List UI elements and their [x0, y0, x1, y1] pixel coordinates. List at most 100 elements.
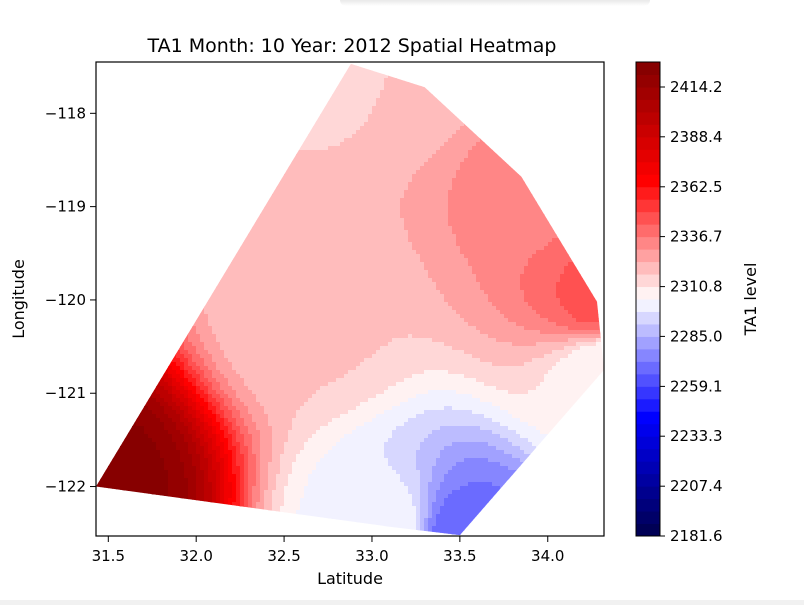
- heatmap-cell: [520, 86, 525, 91]
- heatmap-cell: [484, 154, 489, 159]
- heatmap-cell: [120, 170, 125, 175]
- heatmap-cell: [588, 210, 593, 215]
- heatmap-cell: [592, 130, 597, 135]
- heatmap-cell: [300, 74, 305, 79]
- heatmap-cell: [476, 110, 481, 115]
- heatmap-cell: [484, 166, 489, 171]
- heatmap-cell: [356, 78, 361, 83]
- heatmap-cell: [568, 182, 573, 187]
- heatmap-cell: [148, 90, 153, 95]
- heatmap-cell: [416, 206, 421, 211]
- heatmap-cell: [556, 190, 561, 195]
- heatmap-cell: [248, 70, 253, 75]
- heatmap-cell: [536, 178, 541, 183]
- heatmap-cell: [300, 118, 305, 123]
- heatmap-cell: [280, 86, 285, 91]
- heatmap-cell: [596, 94, 601, 99]
- heatmap-cell: [236, 214, 241, 219]
- heatmap-cell: [360, 98, 365, 103]
- heatmap-cell: [156, 154, 161, 159]
- heatmap-cell: [340, 194, 345, 199]
- heatmap-cell: [580, 186, 585, 191]
- heatmap-cell: [480, 214, 485, 219]
- heatmap-cell: [268, 174, 273, 179]
- heatmap-cell: [440, 82, 445, 87]
- heatmap-cell: [324, 170, 329, 175]
- heatmap-cell: [284, 186, 289, 191]
- heatmap-cell: [436, 170, 441, 175]
- heatmap-cell: [336, 182, 341, 187]
- heatmap-cell: [264, 138, 269, 143]
- heatmap-cell: [196, 210, 201, 215]
- heatmap-cell: [544, 186, 549, 191]
- heatmap-cell: [532, 162, 537, 167]
- heatmap-cell: [396, 102, 401, 107]
- heatmap-cell: [480, 98, 485, 103]
- heatmap-cell: [320, 63, 325, 67]
- heatmap-cell: [364, 150, 369, 155]
- heatmap-cell: [164, 134, 169, 139]
- heatmap-cell: [484, 186, 489, 191]
- heatmap-cell: [248, 174, 253, 179]
- heatmap-cell: [328, 162, 333, 167]
- heatmap-cell: [376, 130, 381, 135]
- heatmap-cell: [268, 82, 273, 87]
- heatmap-cell: [316, 126, 321, 131]
- heatmap-cell: [444, 142, 449, 147]
- heatmap-cell: [244, 162, 249, 167]
- heatmap-cell: [104, 174, 109, 179]
- heatmap-cell: [232, 122, 237, 127]
- heatmap-cell: [204, 98, 209, 103]
- heatmap-cell: [292, 74, 297, 79]
- heatmap-cell: [460, 63, 465, 67]
- heatmap-cell: [428, 210, 433, 215]
- heatmap-cell: [236, 206, 241, 211]
- heatmap-cell: [496, 158, 501, 163]
- heatmap-cell: [492, 202, 497, 207]
- heatmap-cell: [408, 150, 413, 155]
- heatmap-cell: [440, 166, 445, 171]
- heatmap-cell: [168, 142, 173, 147]
- heatmap-cell: [500, 202, 505, 207]
- heatmap-cell: [244, 214, 249, 219]
- heatmap-cell: [136, 214, 141, 219]
- heatmap-cell: [444, 94, 449, 99]
- heatmap-cell: [288, 214, 293, 219]
- heatmap-cell: [576, 194, 581, 199]
- heatmap-cell: [388, 98, 393, 103]
- heatmap-cell: [512, 166, 517, 171]
- heatmap-cell: [400, 162, 405, 167]
- heatmap-cell: [504, 114, 509, 119]
- heatmap-cell: [360, 74, 365, 79]
- heatmap-cell: [552, 178, 557, 183]
- heatmap-cell: [180, 122, 185, 127]
- heatmap-cell: [208, 190, 213, 195]
- heatmap-cell: [524, 194, 529, 199]
- heatmap-cell: [476, 142, 481, 147]
- heatmap-cell: [276, 146, 281, 151]
- heatmap-cell: [300, 210, 305, 215]
- heatmap-cell: [516, 98, 521, 103]
- heatmap-cell: [96, 194, 101, 199]
- heatmap-cell: [460, 102, 465, 107]
- heatmap-cell: [336, 158, 341, 163]
- heatmap-cell: [536, 118, 541, 123]
- heatmap-cell: [592, 126, 597, 131]
- heatmap-cell: [208, 90, 213, 95]
- heatmap-cell: [396, 154, 401, 159]
- heatmap-cell: [524, 110, 529, 115]
- heatmap-cell: [176, 206, 181, 211]
- heatmap-cell: [348, 82, 353, 87]
- heatmap-cell: [112, 206, 117, 211]
- heatmap-cell: [188, 134, 193, 139]
- heatmap-cell: [424, 122, 429, 127]
- heatmap-cell: [116, 90, 121, 95]
- heatmap-cell: [136, 98, 141, 103]
- heatmap-cell: [224, 86, 229, 91]
- heatmap-cell: [228, 174, 233, 179]
- heatmap-cell: [212, 178, 217, 183]
- heatmap-cell: [392, 70, 397, 75]
- heatmap-cell: [356, 86, 361, 91]
- heatmap-cell: [496, 110, 501, 115]
- heatmap-cell: [352, 198, 357, 203]
